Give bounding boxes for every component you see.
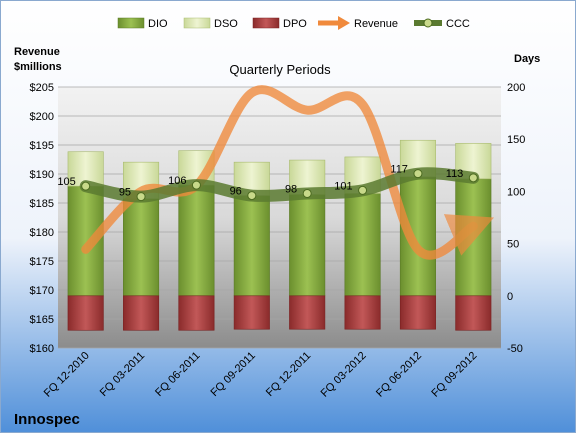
legend-label-dpo: DPO	[283, 18, 307, 30]
ccc-point	[136, 192, 146, 202]
bar-dpo	[233, 295, 270, 330]
ccc-point	[468, 173, 478, 183]
left-tick-label: $175	[30, 256, 54, 268]
ccc-series: 105 95 106 96 98 101 117 113	[57, 164, 480, 203]
legend-swatch-dio	[117, 17, 145, 29]
ccc-point	[302, 188, 312, 198]
ccc-line	[79, 167, 480, 203]
left-tick-label: $180	[30, 227, 54, 239]
left-tick-label: $195	[30, 140, 54, 152]
revenue-series	[81, 85, 495, 260]
legend-item-revenue: Revenue	[318, 16, 398, 30]
ccc-data-label: 98	[285, 183, 297, 195]
bar-dpo	[455, 295, 492, 331]
legend-item-dso: DSO	[183, 17, 238, 30]
legend-item-ccc: CCC	[414, 18, 470, 30]
right-axis-title: Days	[514, 53, 540, 65]
revenue-line	[81, 85, 495, 260]
ccc-data-label: 105	[57, 176, 75, 188]
legend: DIO DSO DPO Revenue CCC	[117, 16, 470, 30]
legend-label-dio: DIO	[148, 18, 168, 30]
left-tick-label: $205	[30, 82, 54, 94]
bar-dpo	[67, 295, 104, 331]
right-axis-ticks: -50 0 50 100 150 200	[507, 82, 525, 355]
ccc-point	[413, 169, 423, 179]
bar-dpo	[399, 295, 436, 330]
right-tick-label: 0	[507, 291, 513, 303]
left-tick-label: $190	[30, 169, 54, 181]
ccc-point	[81, 181, 91, 191]
ccc-point	[358, 185, 368, 195]
legend-marker-ccc	[423, 18, 433, 28]
bar-dio	[178, 184, 215, 297]
legend-label-dso: DSO	[214, 18, 238, 30]
right-tick-label: -50	[507, 343, 523, 355]
left-axis-title-line2: $millions	[14, 61, 62, 73]
legend-item-dio: DIO	[117, 17, 168, 30]
chart-title: Quarterly Periods	[229, 62, 331, 77]
ccc-data-label: 113	[446, 168, 464, 180]
bar-dpo	[178, 295, 215, 331]
left-tick-label: $200	[30, 111, 54, 123]
legend-item-dpo: DPO	[252, 17, 307, 30]
left-tick-label: $160	[30, 343, 54, 355]
ccc-data-label: 117	[390, 164, 408, 176]
right-tick-label: 200	[507, 82, 525, 94]
left-tick-label: $170	[30, 285, 54, 297]
ccc-data-label: 95	[119, 187, 131, 199]
left-axis-ticks: $160 $165 $170 $175 $180 $185 $190 $195 $200 $205	[30, 82, 54, 355]
company-name: Innospec	[14, 411, 80, 428]
bar-dio	[123, 198, 160, 297]
bar-dio	[289, 194, 326, 297]
bar-dpo	[344, 295, 381, 330]
ccc-data-label: 106	[168, 175, 186, 187]
right-tick-label: 100	[507, 186, 525, 198]
legend-arrow-revenue	[338, 16, 350, 30]
bar-dpo	[123, 295, 160, 331]
legend-label-revenue: Revenue	[354, 18, 398, 30]
right-tick-label: 150	[507, 134, 525, 146]
legend-label-ccc: CCC	[446, 18, 470, 30]
bar-dpo	[289, 295, 326, 330]
legend-swatch-dso	[183, 17, 211, 29]
ccc-data-label: 101	[334, 180, 352, 192]
bar-dio	[344, 193, 381, 297]
left-tick-label: $185	[30, 198, 54, 210]
ccc-point	[247, 191, 257, 201]
ccc-point	[191, 180, 201, 190]
ccc-data-label: 96	[230, 186, 242, 198]
right-tick-label: 50	[507, 239, 519, 251]
left-axis-title-line1: Revenue	[14, 46, 60, 58]
legend-swatch-dpo	[252, 17, 280, 29]
left-tick-label: $165	[30, 314, 54, 326]
bar-dio	[233, 195, 270, 297]
